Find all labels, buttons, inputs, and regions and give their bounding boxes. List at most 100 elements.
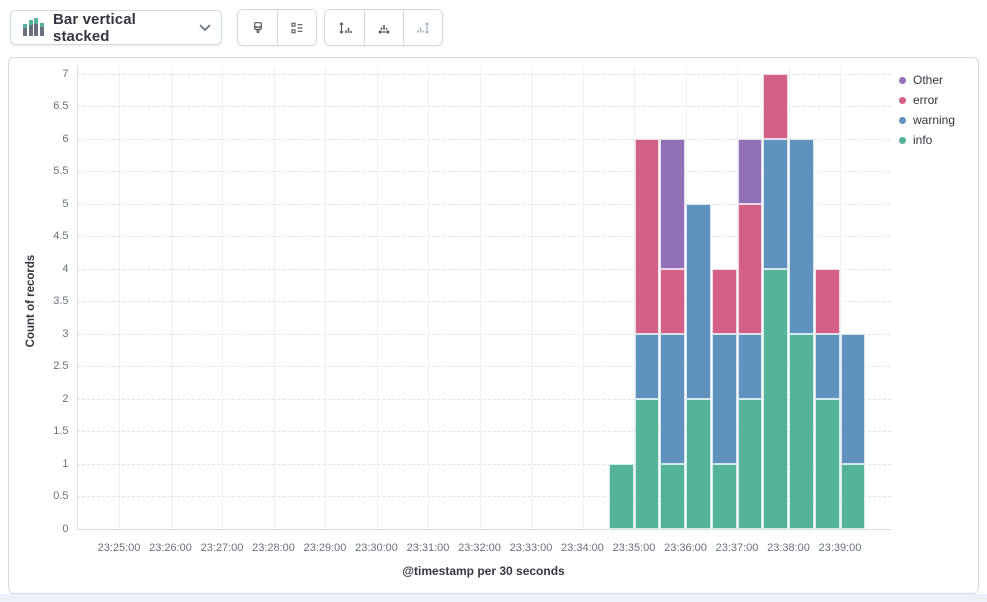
legend-dot-icon	[899, 137, 906, 144]
v-gridline	[428, 66, 429, 529]
x-tick-label: 23:28:00	[252, 541, 295, 554]
h-gridline	[76, 333, 891, 335]
h-gridline	[76, 203, 891, 205]
chart-plot: 0 0.5 1 1.5 2 2.5 3 3.5 4 4.5 5 5.5 6 6.5 7 23:25:00 23:…	[9, 58, 978, 593]
x-tick-label: 23:30:00	[355, 541, 398, 554]
legend-label: warning	[913, 113, 956, 127]
bar-segment-error[interactable]	[634, 138, 660, 334]
bar-segment-Other[interactable]	[660, 138, 685, 269]
visual-options-button[interactable]	[238, 10, 277, 45]
stacked-bar-chart-icon	[23, 17, 44, 38]
bar-segment-warning[interactable]	[634, 333, 660, 399]
bar-segment-info[interactable]	[660, 463, 685, 529]
bar-segment-error[interactable]	[763, 73, 788, 139]
v-gridline	[273, 66, 275, 529]
bar-segment-Other[interactable]	[737, 138, 763, 204]
bar-segment-warning[interactable]	[711, 333, 737, 464]
bar-segment-info[interactable]	[763, 268, 788, 529]
bar-segment-warning[interactable]	[814, 333, 840, 399]
x-tick-label: 23:31:00	[406, 541, 450, 554]
legend-settings-button[interactable]	[277, 10, 316, 45]
bar-segment-warning[interactable]	[686, 203, 711, 399]
h-gridline	[76, 138, 891, 140]
x-axis-line	[76, 528, 891, 530]
legend-list-icon	[289, 20, 305, 36]
x-tick-label: 23:27:00	[200, 541, 244, 554]
y-tick-label: 3	[62, 327, 69, 340]
x-tick-label: 23:26:00	[149, 541, 192, 554]
chart-legend: Other error warning info	[899, 73, 955, 148]
bar-segment-info[interactable]	[711, 463, 737, 529]
legend-label: Other	[913, 73, 944, 87]
y-tick-label: 5	[62, 197, 69, 210]
h-gridline	[76, 496, 891, 497]
x-tick-label: 23:38:00	[767, 541, 810, 554]
bar-segment-error[interactable]	[660, 268, 685, 334]
left-axis-button[interactable]	[325, 10, 364, 45]
x-axis-title: @timestamp per 30 seconds	[402, 564, 565, 578]
chevron-down-icon	[199, 24, 211, 32]
bar-segment-info[interactable]	[686, 398, 711, 529]
style-button-group	[237, 9, 317, 46]
y-tick-label: 1	[62, 457, 69, 470]
chart-type-dropdown[interactable]: Bar vertical stacked	[10, 10, 222, 45]
x-tick-label: 23:39:00	[818, 541, 862, 554]
bar-segment-warning[interactable]	[840, 333, 866, 464]
bottom-axis-button[interactable]	[364, 10, 403, 45]
y-tick-label: 6.5	[53, 100, 69, 112]
chart-type-label: Bar vertical stacked	[53, 10, 136, 45]
x-tick-label: 23:32:00	[458, 541, 501, 554]
y-tick-label: 3.5	[53, 295, 69, 307]
bar-segment-warning[interactable]	[763, 138, 788, 269]
bar-segment-warning[interactable]	[789, 138, 814, 334]
bar-segment-error[interactable]	[711, 268, 737, 334]
y-tick-label: 5.5	[53, 165, 69, 177]
h-gridline	[76, 463, 891, 465]
bar-segment-error[interactable]	[737, 203, 763, 334]
h-gridline	[76, 73, 891, 75]
legend-item-info[interactable]: info	[899, 133, 955, 148]
right-axis-button[interactable]	[403, 10, 442, 45]
h-gridline	[76, 106, 891, 107]
x-tick-label: 23:25:00	[97, 541, 141, 554]
h-gridline	[76, 268, 891, 270]
y-axis-title: Count of records	[25, 254, 37, 348]
v-gridline	[119, 66, 120, 529]
h-gridline	[76, 236, 891, 237]
h-gridline	[76, 398, 891, 400]
legend-dot-icon	[899, 117, 906, 124]
x-tick-label: 23:33:00	[509, 541, 553, 554]
axis-button-group	[324, 9, 443, 46]
x-tick-label: 23:34:00	[561, 541, 604, 554]
chart-panel: 0 0.5 1 1.5 2 2.5 3 3.5 4 4.5 5 5.5 6 6.5 7 23:25:00 23:…	[8, 57, 979, 594]
bar-segment-info[interactable]	[634, 398, 660, 529]
y-tick-label: 7	[62, 67, 69, 80]
h-gridline	[76, 431, 891, 432]
bar-segment-info[interactable]	[814, 398, 840, 529]
vertical-axis-icon	[337, 20, 353, 36]
bar-segment-info[interactable]	[608, 463, 634, 529]
bar-segment-error[interactable]	[814, 268, 840, 334]
horizontal-axis-icon	[376, 20, 392, 36]
x-tick-label: 23:37:00	[715, 541, 759, 554]
bar-segment-info[interactable]	[789, 333, 814, 529]
y-tick-label: 4	[62, 262, 69, 275]
toolbar: Bar vertical stacked	[0, 0, 987, 56]
y-tick-label: 0	[62, 522, 69, 535]
v-gridline	[325, 66, 326, 529]
legend-label: error	[913, 93, 939, 107]
legend-item-Other[interactable]: Other	[899, 73, 955, 88]
bar-segment-info[interactable]	[840, 463, 866, 529]
right-axis-icon	[415, 20, 431, 36]
y-tick-label: 4.5	[53, 230, 69, 242]
bar-segment-warning[interactable]	[660, 333, 685, 464]
legend-item-error[interactable]: error	[899, 93, 955, 108]
legend-item-warning[interactable]: warning	[899, 113, 955, 128]
y-axis-line	[76, 66, 78, 529]
v-gridline	[479, 66, 481, 529]
bar-segment-info[interactable]	[737, 398, 763, 529]
h-gridline	[76, 301, 891, 302]
x-tick-label: 23:36:00	[664, 541, 707, 554]
h-gridline	[76, 366, 891, 367]
bar-segment-warning[interactable]	[737, 333, 763, 399]
